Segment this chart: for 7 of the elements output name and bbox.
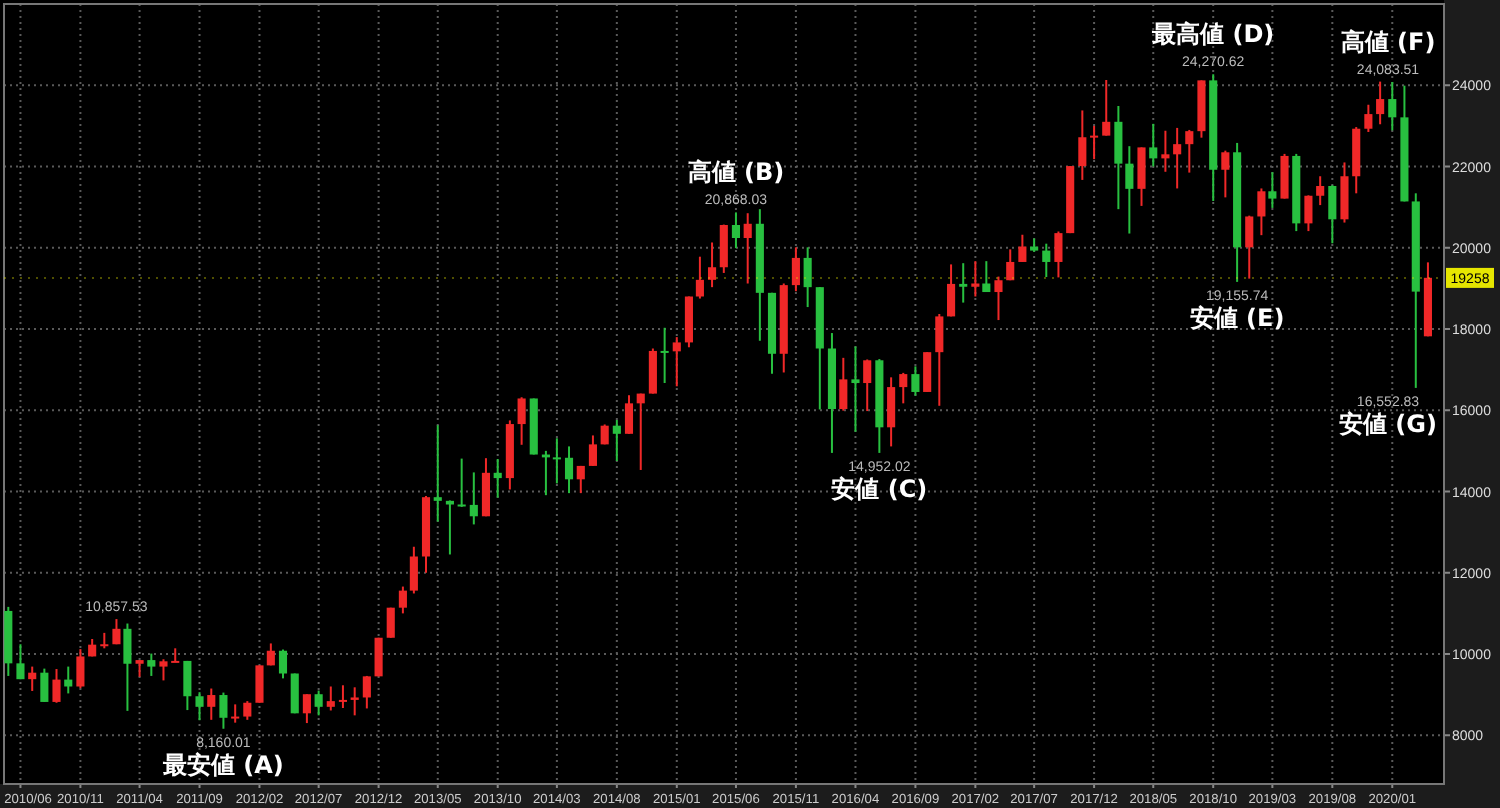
annotation: 安値 (C) <box>831 474 928 503</box>
annotation: 高値 (F) <box>1340 28 1436 56</box>
annotation: 高値 (B) <box>687 158 785 187</box>
annotation: 安値 (E) <box>1189 303 1285 332</box>
annotation: 最高値 (D) <box>1150 20 1275 49</box>
annotation: 安値 (G) <box>1339 409 1437 438</box>
annotation: 最安値 (A) <box>160 750 284 779</box>
